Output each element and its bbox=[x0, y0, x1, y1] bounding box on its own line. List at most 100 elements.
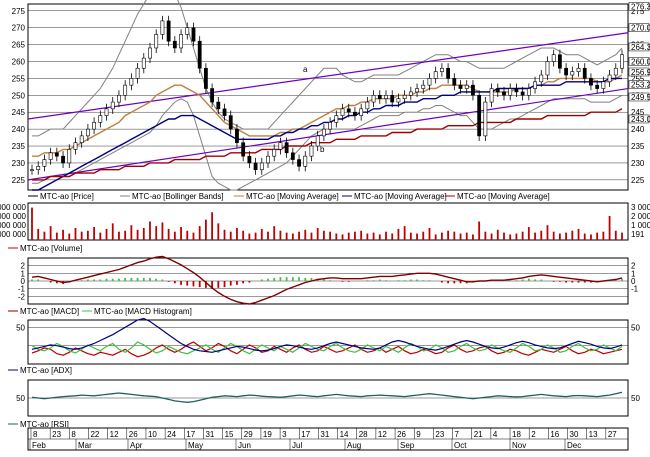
candle-body bbox=[495, 88, 500, 93]
macd-line bbox=[31, 255, 623, 305]
x-month-label: Sep bbox=[400, 441, 415, 450]
y-tick-label: 270 bbox=[12, 24, 26, 33]
y-tick-label: 0 bbox=[21, 277, 26, 286]
candle-body bbox=[439, 67, 444, 72]
candle-body bbox=[613, 67, 618, 76]
candle-body bbox=[166, 20, 171, 42]
x-day-label: 28 bbox=[359, 430, 368, 439]
legend-price-label: MTC-ao [Price] bbox=[40, 192, 94, 201]
candle-body bbox=[303, 155, 308, 167]
candle-body bbox=[179, 34, 183, 49]
x-month-label: Feb bbox=[32, 441, 46, 450]
candle-body bbox=[309, 145, 314, 157]
candle-body bbox=[253, 162, 258, 171]
value-label-box bbox=[628, 80, 650, 89]
candle-body bbox=[290, 152, 295, 160]
candle-body bbox=[551, 54, 556, 62]
x-month-label: Jun bbox=[238, 441, 251, 450]
candle-body bbox=[514, 88, 519, 93]
legend-price: MTC-ao [Price] MTC-ao [Bollinger Bands] … bbox=[28, 192, 550, 201]
x-day-label: 21 bbox=[474, 430, 483, 439]
candle-body bbox=[402, 95, 407, 99]
rsi-line bbox=[31, 391, 623, 403]
y-tick-label-right: 2 bbox=[631, 262, 636, 271]
x-day-label: 30 bbox=[570, 430, 579, 439]
candle-body bbox=[582, 67, 587, 79]
y-tick-label-right: 1 000 bbox=[631, 221, 650, 230]
legend-bollinger-label: MTC-ao [Bollinger Bands] bbox=[132, 192, 224, 201]
candle-body bbox=[92, 122, 97, 130]
x-day-label: 14 bbox=[340, 430, 349, 439]
x-day-label: 16 bbox=[550, 430, 559, 439]
legend-volume-label: MTC-ao [Volume] bbox=[20, 244, 82, 253]
annotation-a: a bbox=[303, 65, 308, 74]
candle-body bbox=[377, 95, 382, 99]
candle-body bbox=[620, 54, 624, 69]
candle-body bbox=[98, 115, 103, 123]
x-day-label: 27 bbox=[608, 430, 617, 439]
candle-body bbox=[601, 81, 606, 89]
x-day-label: 7 bbox=[455, 430, 460, 439]
x-day-label: 23 bbox=[435, 430, 444, 439]
candle-body bbox=[54, 152, 59, 157]
x-day-label: 8 bbox=[71, 430, 76, 439]
y-tick-label-right: 240 bbox=[631, 125, 645, 134]
y-tick-label: 50 bbox=[16, 323, 25, 332]
legend-macd: MTC-ao [MACD] MTC-ao [MACD Histogram] bbox=[8, 307, 192, 316]
y-tick-label-right: 0 bbox=[631, 277, 636, 286]
y-tick-label: 240 bbox=[12, 125, 26, 134]
value-label-box bbox=[628, 23, 650, 32]
candle-body bbox=[359, 108, 364, 116]
candle-body bbox=[42, 159, 47, 167]
y-tick-label: 260 bbox=[12, 57, 26, 66]
candle-body bbox=[315, 135, 320, 147]
bollinger-upper bbox=[32, 0, 623, 137]
candle-body bbox=[241, 142, 246, 157]
value-label: 253.2 bbox=[631, 80, 650, 89]
moving-average-line-4 bbox=[32, 108, 623, 181]
candle-body bbox=[259, 162, 264, 171]
panel-rsi: 50 50 bbox=[16, 379, 640, 417]
x-day-label: 12 bbox=[110, 430, 119, 439]
candle-body bbox=[272, 149, 277, 157]
candle-body bbox=[36, 166, 41, 171]
candle-body bbox=[67, 149, 72, 164]
x-day-label: 3 bbox=[282, 430, 287, 439]
candle-body bbox=[284, 142, 289, 154]
y-tick-label: -2 bbox=[18, 292, 26, 301]
candle-body bbox=[464, 84, 469, 89]
candle-body bbox=[266, 155, 270, 164]
panel-frame-adx bbox=[27, 319, 629, 365]
x-month-label: May bbox=[188, 441, 203, 450]
legend-rsi: MTC-ao [RSI] bbox=[8, 420, 69, 429]
candle-body bbox=[79, 135, 84, 143]
moving-average-line-3 bbox=[32, 77, 622, 191]
panel-adx: 50 50 bbox=[16, 317, 640, 365]
candle-body bbox=[148, 47, 152, 59]
legend-rsi-label: MTC-ao [RSI] bbox=[20, 420, 69, 429]
y-tick-label-right: -1 bbox=[631, 285, 639, 294]
candle-body bbox=[123, 84, 128, 96]
legend-macd-label: MTC-ao [MACD] bbox=[20, 307, 79, 316]
x-month-label: Apr bbox=[130, 441, 143, 450]
candle-body bbox=[433, 71, 438, 79]
candle-body bbox=[191, 27, 196, 42]
value-label: 276.3 bbox=[631, 2, 650, 11]
y-tick-label-right: 50 bbox=[631, 394, 640, 403]
y-tick-label-right: 191 bbox=[631, 230, 645, 239]
candle-body bbox=[589, 78, 593, 86]
y-tick-label: 230 bbox=[12, 159, 26, 168]
y-tick-label-right: 50 bbox=[631, 323, 640, 332]
candle-body bbox=[421, 84, 426, 89]
candle-body bbox=[415, 88, 419, 93]
trendline-b bbox=[27, 87, 629, 181]
candle-body bbox=[477, 95, 482, 137]
value-label: 270.0 bbox=[631, 24, 650, 33]
candle-body bbox=[222, 108, 227, 116]
y-tick-label-right: 230 bbox=[631, 159, 645, 168]
candle-body bbox=[104, 108, 109, 116]
candle-body bbox=[595, 84, 600, 89]
candle-body bbox=[533, 81, 537, 89]
